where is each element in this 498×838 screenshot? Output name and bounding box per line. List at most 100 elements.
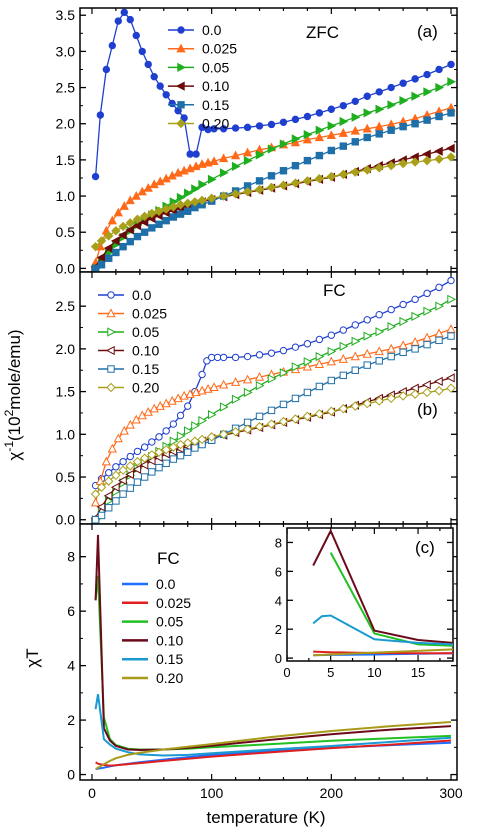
data-point — [230, 427, 241, 437]
data-point — [231, 124, 240, 132]
data-point — [198, 370, 206, 379]
legend-item: 0.05 — [122, 614, 183, 630]
legend-label: 0.20 — [202, 116, 229, 132]
legend-item: 0.10 — [98, 343, 159, 359]
data-point — [290, 178, 301, 188]
data-point — [112, 248, 120, 257]
data-point — [338, 128, 348, 137]
data-point — [326, 356, 336, 366]
data-point — [119, 457, 127, 466]
x-tick-label: 200 — [320, 785, 344, 801]
data-point — [112, 463, 120, 471]
data-point — [291, 161, 300, 170]
data-point — [91, 516, 100, 524]
data-point — [198, 179, 208, 190]
data-point — [184, 207, 192, 215]
data-point — [278, 180, 289, 190]
data-point — [197, 195, 207, 206]
data-point — [149, 179, 159, 189]
data-point — [162, 427, 170, 435]
data-point — [150, 73, 158, 81]
data-point — [184, 426, 193, 436]
panel-label: (c) — [415, 538, 435, 557]
data-point — [175, 439, 186, 450]
data-point — [169, 455, 178, 463]
data-point — [184, 188, 193, 198]
legend-label: 0.025 — [156, 595, 191, 611]
legend-item: 0.0 — [168, 22, 222, 38]
data-point — [327, 121, 337, 131]
ylabel-chi: χ — [5, 452, 24, 461]
data-point — [139, 453, 150, 463]
data-point — [350, 125, 360, 135]
y-tick-label: 6 — [275, 564, 282, 579]
data-point — [108, 41, 117, 50]
data-point — [219, 402, 229, 412]
data-point — [291, 343, 300, 351]
data-point — [387, 322, 397, 332]
data-point — [110, 236, 120, 246]
series-line-0.20 — [95, 721, 452, 770]
data-point — [314, 173, 325, 184]
data-point — [327, 376, 336, 385]
data-point — [176, 210, 185, 218]
data-point — [120, 8, 128, 17]
legend-label: 0.15 — [156, 651, 183, 667]
data-point — [254, 184, 265, 195]
data-point — [219, 168, 229, 178]
data-point — [169, 420, 178, 428]
series-line-0.15 — [312, 614, 454, 646]
data-point — [242, 147, 253, 157]
data-point — [154, 206, 164, 216]
data-point — [374, 163, 384, 173]
data-point — [338, 354, 348, 363]
legend-label: 0.05 — [132, 324, 159, 340]
data-point — [339, 101, 348, 110]
series-markers-0.20 — [90, 383, 456, 499]
data-point — [168, 202, 179, 212]
data-point — [303, 357, 313, 367]
data-point — [375, 357, 383, 365]
data-point — [191, 421, 200, 431]
data-point — [230, 189, 241, 199]
legend-label: 0.0 — [202, 22, 222, 38]
data-point — [147, 450, 157, 460]
data-point — [279, 167, 288, 175]
data-point — [255, 177, 264, 185]
data-point — [435, 336, 443, 345]
data-point — [169, 213, 178, 221]
data-point — [105, 469, 113, 477]
data-point — [375, 88, 383, 96]
legend-marker — [177, 62, 187, 73]
data-point — [147, 208, 157, 219]
data-point — [411, 311, 421, 322]
ylabel-units: mole/emu) — [5, 329, 24, 409]
legend-label: 0.0 — [156, 576, 176, 592]
data-point — [138, 47, 146, 56]
data-point — [350, 167, 360, 177]
data-point — [422, 155, 432, 166]
data-point — [387, 305, 395, 314]
data-point — [363, 133, 371, 142]
legend-label: 0.05 — [202, 59, 229, 75]
legend-marker — [175, 81, 185, 91]
data-point — [422, 387, 432, 398]
data-point — [90, 497, 101, 507]
data-point — [125, 469, 134, 480]
data-point — [118, 465, 128, 475]
data-point — [351, 336, 361, 346]
legend-marker — [107, 365, 115, 373]
series-group — [90, 8, 457, 274]
data-point — [133, 232, 142, 241]
legend-item: 0.15 — [168, 97, 229, 113]
y-tick-label: 2 — [67, 712, 75, 728]
data-point — [219, 353, 228, 362]
legend: 0.0 0.025 0.05 0.10 0.15 0.20 — [168, 22, 237, 132]
data-point — [363, 316, 371, 324]
data-point — [267, 406, 276, 415]
y-tick-label: 0.0 — [56, 512, 76, 528]
data-point — [230, 377, 241, 386]
data-point — [374, 346, 384, 356]
data-point — [410, 157, 420, 167]
panel-1: 0.00.51.01.52.02.53.03.5(a)ZFC0.00.0250.… — [56, 7, 458, 276]
